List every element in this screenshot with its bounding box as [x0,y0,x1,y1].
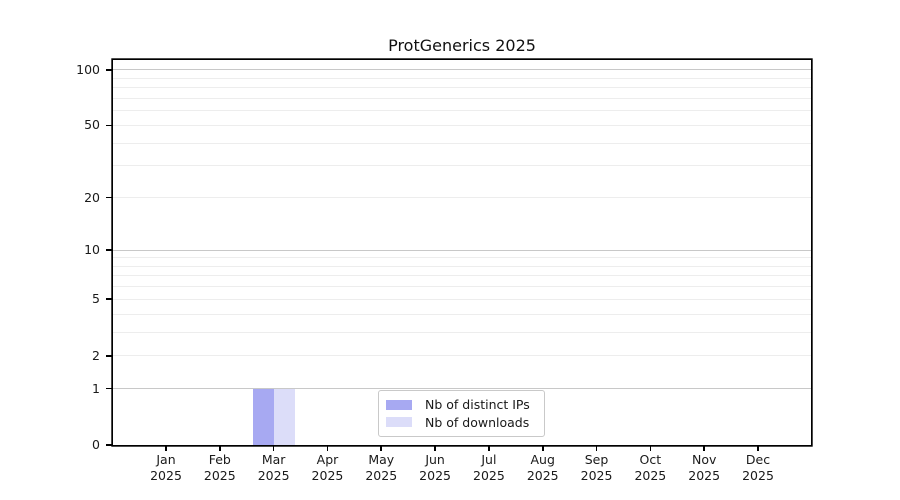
gridline-40 [113,142,811,144]
legend-item: Nb of downloads [386,415,535,430]
y-tick-2 [106,354,113,357]
x-tick-jun-2025 [434,445,436,451]
x-tick-sep-2025 [595,445,598,451]
gridline-90 [113,77,811,79]
x-tick-label-jun-2025: Jun 2025 [419,452,451,483]
x-tick-apr-2025 [326,445,329,451]
legend-swatch-icon [386,399,412,410]
x-tick-label-oct-2025: Oct 2025 [634,452,667,483]
x-tick-label-mar-2025: Mar 2025 [257,452,290,483]
y-tick-5 [106,298,113,301]
y-tick-0 [106,444,113,446]
y-tick-20 [106,196,113,199]
gridline-70 [113,97,811,99]
gridline-7 [113,275,811,277]
x-tick-label-jan-2025: Jan 2025 [150,452,182,483]
x-tick-jul-2025 [488,445,490,451]
y-tick-label-10: 10 [84,242,100,258]
chart-title: ProtGenerics 2025 [388,36,536,55]
y-tick-label-100: 100 [76,61,100,77]
gridline-2 [113,355,811,357]
x-tick-dec-2025 [757,445,759,451]
bar-nb-of-downloads-mar-2025 [273,388,295,445]
x-tick-feb-2025 [218,445,221,451]
gridline-6 [113,286,811,288]
plot-area: Nb of distinct IPs Nb of downloads [113,60,811,445]
y-tick-1 [106,387,113,390]
gridline-8 [113,265,811,267]
y-tick-label-50: 50 [84,117,100,133]
y-tick-100 [106,68,113,71]
x-tick-label-dec-2025: Dec 2025 [742,452,774,483]
y-tick-label-0: 0 [92,437,100,452]
legend-label: Nb of downloads [425,414,530,430]
legend: Nb of distinct IPs Nb of downloads [378,390,545,437]
bar-nb-of-distinct-ips-mar-2025 [252,388,274,445]
gridline-20 [113,197,811,198]
gridline-4 [113,313,811,315]
x-tick-label-nov-2025: Nov 2025 [688,452,721,483]
x-tick-nov-2025 [703,445,706,451]
x-tick-oct-2025 [649,445,652,451]
x-tick-mar-2025 [272,445,275,451]
y-tick-label-20: 20 [84,189,100,205]
x-tick-aug-2025 [541,445,544,451]
gridline-50 [113,124,811,126]
x-tick-may-2025 [380,445,383,451]
gridline-60 [113,110,811,112]
y-tick-label-2: 2 [92,347,100,363]
legend-item: Nb of distinct IPs [386,397,535,412]
gridline-30 [113,165,811,167]
x-tick-label-jul-2025: Jul 2025 [473,452,505,483]
y-tick-label-5: 5 [92,291,100,307]
gridline-3 [113,331,811,333]
x-tick-label-apr-2025: Apr 2025 [311,452,344,483]
legend-label: Nb of distinct IPs [425,397,530,413]
gridline-9 [113,257,811,259]
y-tick-label-1: 1 [92,380,100,396]
x-tick-label-may-2025: May 2025 [365,452,398,483]
gridline-80 [113,87,811,89]
gridline-10 [113,249,811,251]
x-tick-jan-2025 [165,445,167,451]
gridline-100 [113,69,811,71]
x-tick-label-aug-2025: Aug 2025 [526,452,559,483]
gridline-5 [113,298,811,300]
bars-layer [113,60,811,445]
x-tick-label-feb-2025: Feb 2025 [203,452,236,483]
x-tick-label-sep-2025: Sep 2025 [580,452,613,483]
legend-swatch-icon [386,417,412,428]
gridlines-layer [113,60,811,445]
gridline-1 [113,388,811,390]
y-tick-10 [106,249,113,251]
y-tick-50 [106,124,113,127]
